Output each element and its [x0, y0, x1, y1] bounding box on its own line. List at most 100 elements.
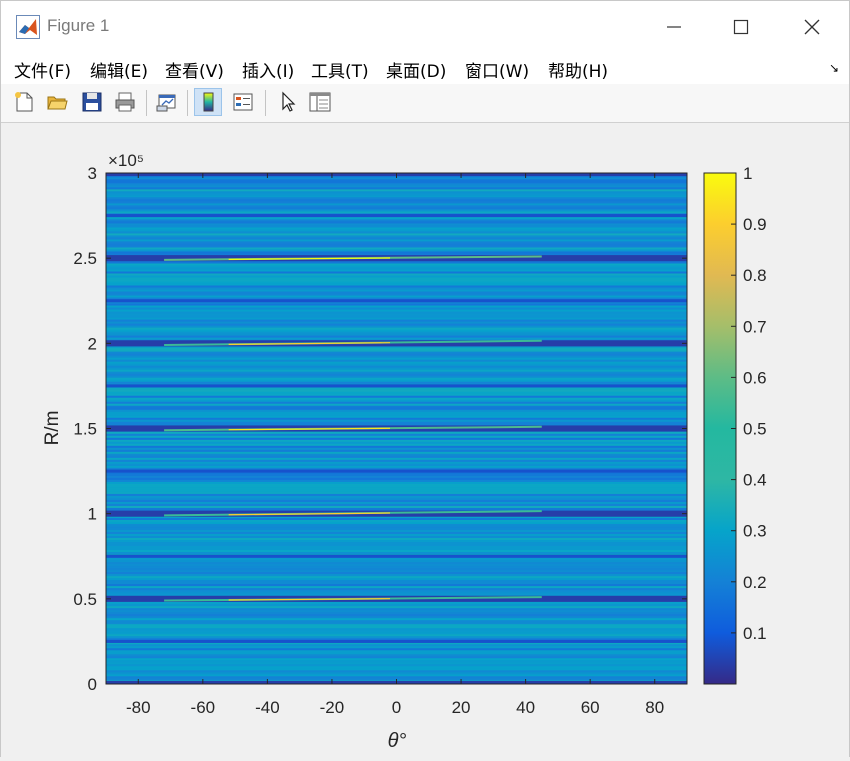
heatmap-row	[106, 411, 687, 414]
colorbar-button[interactable]	[194, 88, 222, 116]
heatmap-row	[106, 627, 687, 631]
heatmap-row	[106, 633, 687, 637]
heatmap-row	[106, 191, 687, 194]
heatmap-row	[106, 625, 687, 629]
heatmap-row	[106, 531, 687, 535]
heatmap-row	[106, 661, 687, 665]
heatmap-row	[106, 421, 687, 424]
heatmap-row	[106, 461, 687, 464]
x-axis: -80 -60 -40 -20 0 20 40 60 80	[126, 173, 664, 717]
y-axis-label: R/m	[42, 411, 63, 446]
link-plot-button[interactable]	[153, 88, 181, 116]
heatmap-row	[106, 437, 687, 440]
x-tick-label: -40	[255, 698, 280, 717]
heatmap-row	[106, 657, 687, 661]
maximize-button[interactable]	[718, 11, 764, 43]
heatmap-row	[106, 605, 687, 609]
heatmap-row	[106, 517, 687, 520]
heatmap-row	[106, 181, 687, 184]
heatmap-row	[106, 229, 687, 232]
heatmap-ridge-peak	[228, 598, 391, 601]
heatmap-row	[106, 467, 687, 470]
heatmap-row	[106, 463, 687, 466]
colorbar-icon	[203, 92, 214, 112]
x-tick-label: 40	[516, 698, 535, 717]
heatmap-row	[106, 409, 687, 412]
print-button[interactable]	[111, 88, 139, 116]
heatmap-row	[106, 557, 687, 561]
colorbar-tick-label: 0.3	[743, 522, 767, 541]
colorbar-tick-label: 0.9	[743, 215, 767, 234]
heatmap-row	[106, 475, 687, 478]
heatmap-row	[106, 239, 687, 242]
heatmap-row	[106, 455, 687, 458]
heatmap-row	[106, 337, 687, 340]
heatmap-row	[106, 631, 687, 635]
heatmap-row	[106, 363, 687, 366]
heatmap-row	[106, 189, 687, 192]
y-exponent-label: ×10⁵	[108, 151, 144, 170]
heatmap-row	[106, 297, 687, 300]
property-inspector-button[interactable]	[306, 88, 334, 116]
heatmap-row	[106, 303, 687, 306]
heatmap-row	[106, 581, 687, 585]
heatmap-row	[106, 569, 687, 573]
heatmap-row	[106, 523, 687, 526]
colorbar-tick-label: 0.2	[743, 573, 767, 592]
heatmap-minor-band	[106, 554, 687, 558]
heatmap-row	[106, 267, 687, 270]
heatmap-row	[106, 223, 687, 226]
pointer-button[interactable]	[273, 88, 301, 116]
toolbar-separator	[146, 90, 147, 116]
heatmap-row	[106, 315, 687, 318]
heatmap-row	[106, 287, 687, 290]
heatmap-row	[106, 545, 687, 549]
heatmap-row	[106, 253, 687, 256]
heatmap-row	[106, 243, 687, 246]
menu-view[interactable]: 查看(V)	[165, 62, 224, 82]
heatmap-row	[106, 471, 687, 474]
heatmap-row	[106, 579, 687, 583]
heatmap-row	[106, 283, 687, 286]
menu-edit[interactable]: 编辑(E)	[90, 62, 149, 82]
heatmap-row	[106, 577, 687, 581]
heatmap-row	[106, 291, 687, 294]
heatmap-row	[106, 491, 687, 494]
heatmap-row	[106, 369, 687, 372]
menu-insert[interactable]: 插入(I)	[242, 62, 295, 82]
new-figure-button[interactable]	[10, 88, 38, 116]
heatmap-row	[106, 583, 687, 587]
heatmap-row	[106, 289, 687, 292]
heatmap-chart[interactable]: -80 -60 -40 -20 0 20 40 60 80 0 0.5 1 1.5 2 2.5 3 ×10⁵…	[1, 123, 849, 757]
heatmap-row	[106, 207, 687, 210]
menu-tools[interactable]: 工具(T)	[311, 62, 369, 82]
minimize-button[interactable]	[651, 11, 697, 43]
menu-window[interactable]: 窗口(W)	[465, 62, 530, 82]
dock-arrow-icon[interactable]: ↘	[828, 61, 839, 75]
heatmap-row	[106, 325, 687, 328]
heatmap-row	[106, 265, 687, 268]
heatmap-ridge-peak	[228, 512, 391, 516]
heatmap-row	[106, 413, 687, 416]
menu-desktop[interactable]: 桌面(D)	[386, 62, 447, 82]
heatmap-row	[106, 505, 687, 508]
heatmap-row	[106, 301, 687, 304]
heatmap-row	[106, 575, 687, 579]
menu-help[interactable]: 帮助(H)	[548, 62, 609, 82]
print-icon	[115, 92, 135, 112]
colorbar-axis: 0.1 0.2 0.3 0.4 0.5 0.6 0.7 0.8 0.9 1	[731, 164, 767, 643]
heatmap-row	[106, 359, 687, 362]
heatmap-row	[106, 435, 687, 438]
heatmap-row	[106, 185, 687, 188]
close-button[interactable]	[789, 11, 835, 43]
heatmap-row	[106, 367, 687, 370]
heatmap-row	[106, 423, 687, 426]
menu-file[interactable]: 文件(F)	[14, 62, 72, 82]
open-file-button[interactable]	[43, 88, 71, 116]
heatmap-row	[106, 233, 687, 236]
x-tick-label: -20	[320, 698, 345, 717]
legend-button[interactable]	[229, 88, 257, 116]
heatmap-row	[106, 275, 687, 278]
heatmap-row	[106, 573, 687, 577]
save-button[interactable]	[78, 88, 106, 116]
